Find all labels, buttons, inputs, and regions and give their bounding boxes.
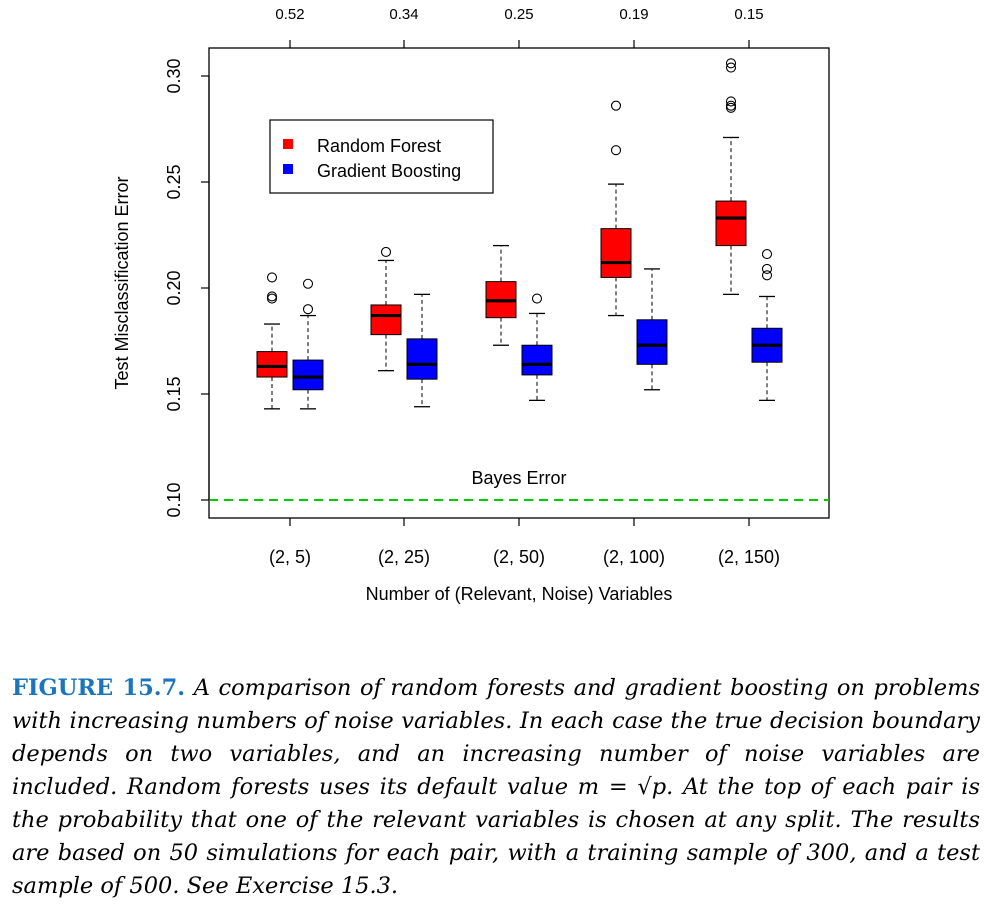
legend: Random Forest Gradient Boosting [269,119,494,194]
outlier-point [302,278,314,289]
outlier-point [266,291,278,302]
outlier-point [725,58,737,69]
box-body [521,344,553,376]
top-tick-label: 0.25 [504,6,533,23]
box-body [406,338,438,380]
box-gradient-boosting-1 [292,278,324,410]
caption-text-1: A comparison of random forests and gradi… [12,675,980,800]
outlier-point [761,270,773,281]
legend-label-gradient-boosting: Gradient Boosting [317,161,461,181]
box-body [600,228,632,278]
top-tick-label: 0.34 [389,6,418,23]
outlier-point [761,263,773,274]
outlier-point [531,293,543,304]
box-body [636,319,668,365]
legend-swatch-gradient-boosting [283,164,293,174]
top-tick-label: 0.52 [275,6,304,23]
box-random-forest-5 [715,58,747,296]
bayes-error-label: Bayes Error [471,468,566,488]
x-axis-title: Number of (Relevant, Noise) Variables [366,584,673,604]
outlier-point [266,293,278,304]
box-gradient-boosting-4 [636,268,668,391]
top-tick-label: 0.15 [734,6,763,23]
y-tick-label: 0.30 [164,58,184,93]
outlier-point [302,304,314,315]
y-tick-label: 0.20 [164,270,184,305]
x-tick-label: (2, 25) [378,547,430,567]
y-axis: 0.10 0.15 0.20 0.25 0.30 [164,58,210,518]
legend-frame [269,119,494,194]
top-tick-label: 0.19 [619,6,648,23]
legend-swatch-random-forest [283,139,293,149]
caption-text-2: . At the top of each pair is the probabi… [12,774,981,899]
x-tick-label: (2, 5) [269,547,311,567]
caption-formula: m = √p [577,774,667,800]
box-body [292,359,324,391]
box-gradient-boosting-2 [406,293,438,408]
box-random-forest-1 [256,272,288,410]
box-body [370,304,402,336]
x-tick-label: (2, 150) [718,547,780,567]
plot-frame [208,47,830,519]
outlier-point [266,272,278,283]
outlier-point [761,249,773,260]
box-groups [256,58,783,410]
x-tick-label: (2, 50) [493,547,545,567]
outlier-point [610,145,622,156]
y-tick-label: 0.15 [164,376,184,411]
y-tick-label: 0.10 [164,482,184,517]
outlier-point [610,100,622,111]
outlier-point [725,62,737,73]
x-axis: (2, 5) (2, 25) (2, 50) (2, 100) (2, 150) [269,518,780,567]
top-axis: 0.52 0.34 0.25 0.19 0.15 [275,6,764,48]
legend-label-random-forest: Random Forest [317,136,441,156]
box-random-forest-4 [600,100,632,317]
box-body [256,351,288,378]
box-plot: Bayes Error 0.100.150.200.250.30 (2, 5)(… [112,6,830,604]
outlier-point [725,100,737,111]
box-random-forest-3 [485,244,517,346]
box-gradient-boosting-3 [521,293,553,402]
bayes-error-reference: Bayes Error [209,468,829,501]
box-random-forest-2 [370,246,402,372]
figure-caption: FIGURE 15.7. A comparison of random fore… [12,672,980,903]
outlier-point [725,96,737,107]
figure-label: FIGURE 15.7. [12,675,186,701]
box-body [715,200,747,247]
box-gradient-boosting-5 [751,249,783,402]
y-tick-label: 0.25 [164,164,184,199]
y-axis-title: Test Misclassification Error [112,176,132,389]
outlier-point [380,246,392,258]
x-tick-label: (2, 100) [603,547,665,567]
